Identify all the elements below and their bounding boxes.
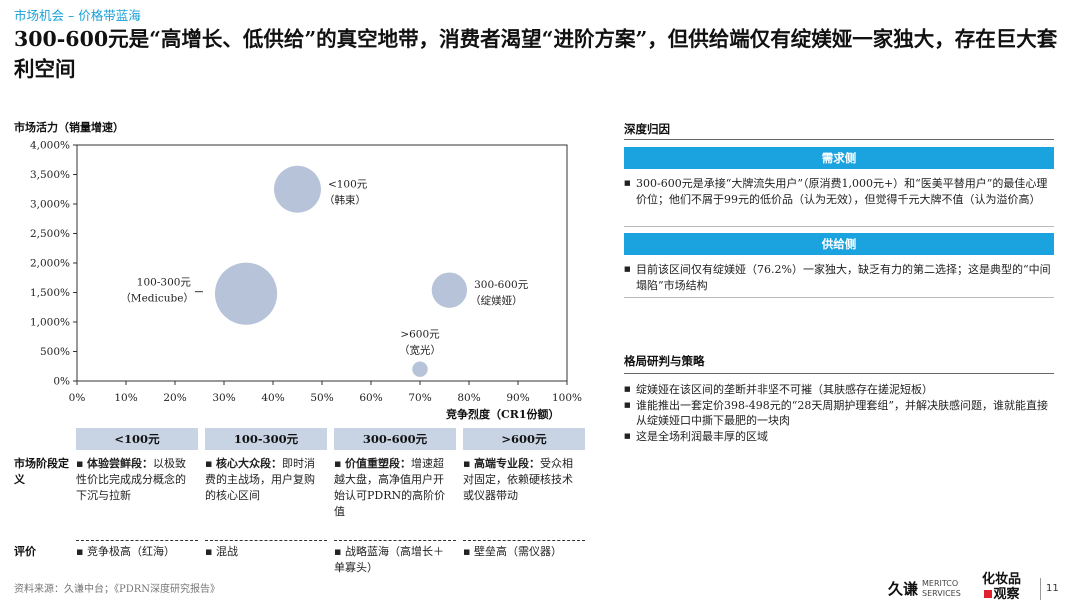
y-tick-label: 2,500%	[30, 228, 70, 240]
jiuqian-logo: 久谦	[888, 580, 919, 598]
segment-definition-title: 核心大众段：	[215, 457, 282, 470]
row-label-definition: 市场阶段定义	[14, 457, 69, 486]
x-tick-label: 30%	[212, 392, 235, 404]
bubble-label: 100-300元	[137, 277, 192, 289]
divider	[205, 540, 327, 541]
list-item: 谁能推出一套定价398-498元的“28天周期护理套组”，并解决肤感问题，谁就能…	[624, 398, 1056, 429]
page-title: 300-600元是“高增长、低供给”的真空地带，消费者渴望“进阶方案”，但供给端…	[14, 27, 1058, 81]
page-number: 11	[1046, 583, 1059, 594]
segment-definition-text: 增速超越大盘，高净值用户开始认可PDRN的高阶价值	[334, 457, 446, 518]
y-tick-label: 500%	[40, 346, 70, 358]
list-item: 绽媄娅在该区间的垄断并非坚不可摧（其肤感存在搓泥短板）	[624, 382, 1056, 398]
chart-x-axis-label: 竞争烈度（CR1份额）	[446, 408, 560, 421]
bubble	[274, 165, 321, 213]
y-tick-label: 1,500%	[30, 287, 70, 299]
list-item: 这是全场利润最丰厚的区域	[624, 429, 1056, 445]
section-label: 市场机会 – 价格带蓝海	[14, 8, 141, 23]
bubble-sublabel: （韩束）	[324, 193, 366, 206]
segment-definition-4: ▪ 高端专业段：受众相对固定，依赖硬核技术或仪器带动	[463, 457, 573, 502]
segment-definition-text: 以极致性价比完成成分概念的下沉与拉新	[76, 457, 186, 502]
segment-definition-text: 受众相对固定，依赖硬核技术或仪器带动	[463, 457, 573, 502]
divider	[1040, 578, 1041, 600]
strategy-list: 绽媄娅在该区间的垄断并非坚不可摧（其肤感存在搓泥短板） 谁能推出一套定价398-…	[624, 382, 1056, 444]
divider	[624, 226, 1054, 227]
demand-side-list: 300-600元是承接“大牌流失用户”（原消费1,000元+）和“医美平替用户”…	[624, 176, 1056, 207]
row-label-evaluation: 评价	[14, 545, 36, 558]
y-tick-label: 3,500%	[30, 169, 70, 181]
x-tick-label: 70%	[408, 392, 431, 404]
segment-evaluation-2: ▪ 混战	[205, 545, 238, 558]
segment-definition-title: 价值重塑段：	[344, 457, 411, 470]
meritco-logo-line-1: MERITCO	[922, 579, 959, 588]
segment-evaluation-text: 壁垒高（需仪器）	[473, 545, 562, 558]
logo-red-square-icon	[983, 590, 992, 598]
segment-evaluation-text: 竞争极高（红海）	[86, 545, 175, 558]
segment-definition-text: 即时消费的主战场，用户复购的核心区间	[205, 457, 315, 502]
bubble-chart: 0% 500% 1,000% 1,500% 2,000% 2,500% 3,000% 3,50…	[30, 140, 582, 405]
bubble-sublabel: （绽媄娅）	[470, 294, 523, 307]
x-tick-label: 90%	[506, 392, 529, 404]
bubble	[412, 361, 428, 377]
divider	[624, 139, 1054, 140]
segment-evaluation-text: 混战	[215, 545, 238, 558]
segment-evaluation-3: ▪ 战略蓝海（高增长＋单寡头）	[334, 545, 444, 574]
bubble-sublabel: （宽光）	[399, 343, 441, 356]
y-tick-label: 3,000%	[30, 199, 70, 211]
bubble-sublabel: （Medicube）	[120, 293, 194, 305]
y-tick-label: 2,000%	[30, 258, 70, 270]
segment-header-1: <100元	[76, 428, 198, 450]
hzp-observer-logo: 化妆品 观察	[982, 572, 1021, 602]
segment-definition-title: 体验尝鲜段：	[86, 457, 153, 470]
segment-definition-title: 高端专业段：	[473, 457, 540, 470]
x-tick-label: 80%	[457, 392, 480, 404]
hzp-logo-line-1: 化妆品	[982, 572, 1022, 587]
list-item: 目前该区间仅有绽媄娅（76.2%）一家独大，缺乏有力的第二选择；这是典型的“中间…	[624, 262, 1056, 293]
bubble-label: <100元	[328, 178, 368, 190]
x-tick-label: 60%	[359, 392, 382, 404]
hzp-logo-line-2: 观察	[982, 587, 1021, 602]
x-tick-label: 20%	[163, 392, 186, 404]
segment-header-3: 300-600元	[334, 428, 456, 450]
demand-side-header: 需求侧	[624, 147, 1054, 169]
bubble-label: 300-600元	[474, 279, 529, 291]
segment-evaluation-4: ▪ 壁垒高（需仪器）	[463, 545, 562, 558]
meritco-logo-line-2: SERVICES	[922, 589, 961, 598]
x-tick-label: 100%	[552, 392, 582, 404]
panel-title-strategy: 格局研判与策略	[624, 354, 705, 368]
list-item: 300-600元是承接“大牌流失用户”（原消费1,000元+）和“医美平替用户”…	[624, 176, 1056, 207]
divider	[76, 540, 198, 541]
meritco-logo: MERITCO SERVICES	[909, 579, 961, 599]
segment-definition-1: ▪ 体验尝鲜段：以极致性价比完成成分概念的下沉与拉新	[76, 457, 186, 502]
segment-evaluation-1: ▪ 竞争极高（红海）	[76, 545, 175, 558]
bubble	[431, 272, 468, 308]
source-note: 资料来源：久谦中台；《PDRN深度研究报告》	[14, 584, 221, 595]
x-tick-label: 50%	[310, 392, 333, 404]
chart-y-axis-label: 市场活力（销量增速）	[14, 121, 124, 134]
plot-frame	[76, 144, 568, 382]
x-tick-label: 0%	[69, 392, 86, 404]
divider	[624, 373, 1054, 374]
segment-evaluation-text: 战略蓝海（高增长＋单寡头）	[334, 545, 444, 574]
y-tick-label: 1,000%	[30, 317, 70, 329]
x-tick-label: 10%	[114, 392, 137, 404]
y-tick-label: 0%	[53, 376, 70, 388]
segment-header-2: 100-300元	[205, 428, 327, 450]
segment-definition-3: ▪ 价值重塑段：增速超越大盘，高净值用户开始认可PDRN的高阶价值	[334, 457, 446, 518]
supply-side-header: 供给侧	[624, 233, 1054, 255]
segment-header-4: >600元	[463, 428, 585, 450]
segment-definition-2: ▪ 核心大众段：即时消费的主战场，用户复购的核心区间	[205, 457, 315, 502]
divider	[334, 540, 456, 541]
bubble	[214, 262, 278, 325]
panel-title-deep-attribution: 深度归因	[624, 122, 670, 136]
divider	[463, 540, 585, 541]
supply-side-list: 目前该区间仅有绽媄娅（76.2%）一家独大，缺乏有力的第二选择；这是典型的“中间…	[624, 262, 1056, 293]
x-tick-label: 40%	[261, 392, 284, 404]
y-tick-label: 4,000%	[30, 140, 70, 152]
divider	[624, 297, 1054, 298]
bubble-label: >600元	[400, 328, 440, 340]
